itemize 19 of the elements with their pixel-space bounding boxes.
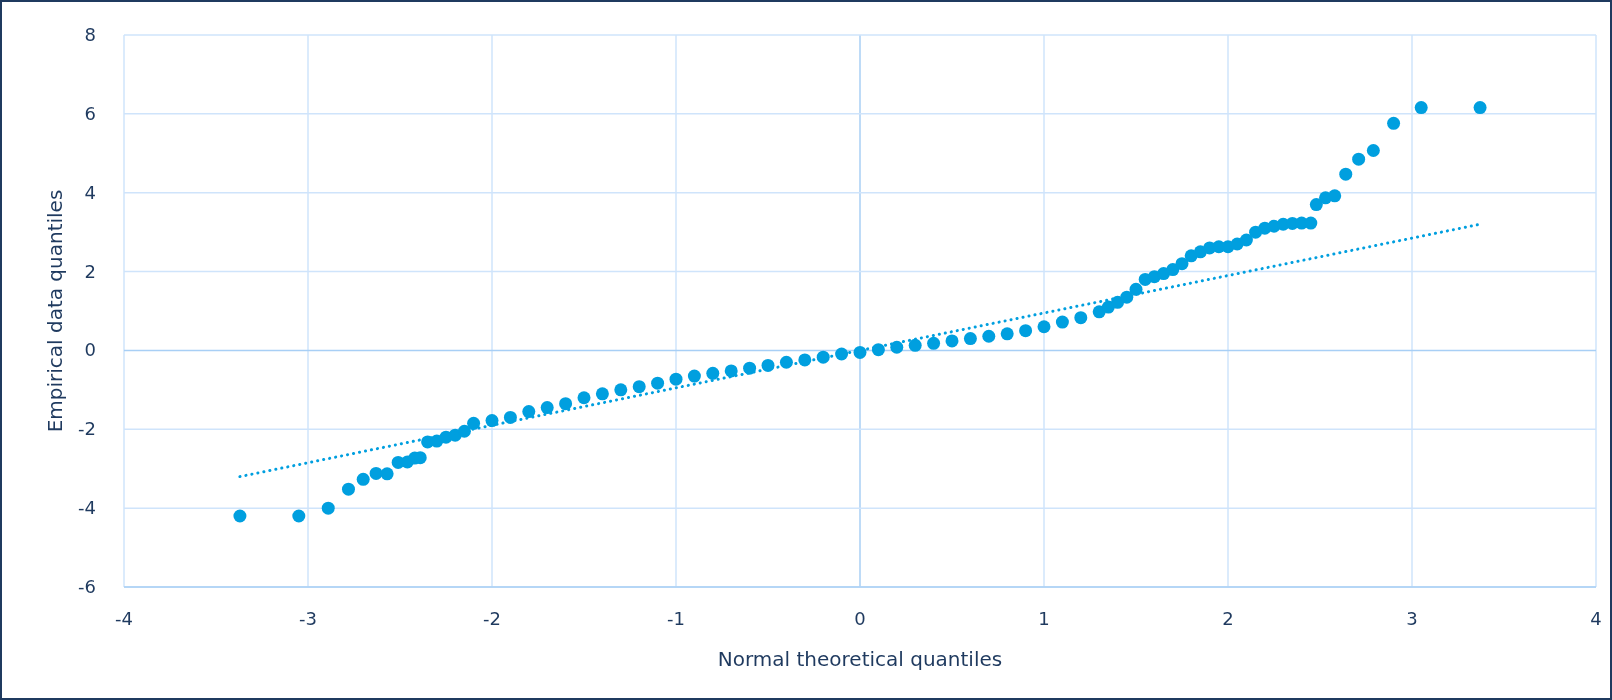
y-tick-label: 8: [84, 24, 96, 45]
x-tick-label: 2: [1222, 608, 1234, 629]
y-tick-label: 4: [84, 181, 96, 203]
y-axis-title: Empirical data quantiles: [43, 189, 67, 433]
y-tick-label: -2: [78, 418, 96, 440]
y-tick-label: -4: [78, 497, 96, 519]
y-tick-label: 2: [84, 260, 96, 282]
y-tick-label: 0: [84, 339, 96, 361]
x-axis-title: Normal theoretical quantiles: [717, 647, 1003, 671]
x-tick-label: 1: [1038, 608, 1050, 629]
x-tick-label: -1: [667, 608, 685, 629]
x-tick-label: 3: [1406, 608, 1418, 629]
x-tick-label: -3: [299, 608, 317, 629]
y-tick-label: -6: [78, 576, 96, 597]
x-tick-label: 0: [854, 608, 866, 629]
x-tick-label: -2: [483, 608, 501, 629]
x-tick-label: -4: [115, 608, 133, 629]
x-tick-label: 4: [1590, 608, 1602, 629]
y-tick-label: 6: [84, 102, 96, 124]
